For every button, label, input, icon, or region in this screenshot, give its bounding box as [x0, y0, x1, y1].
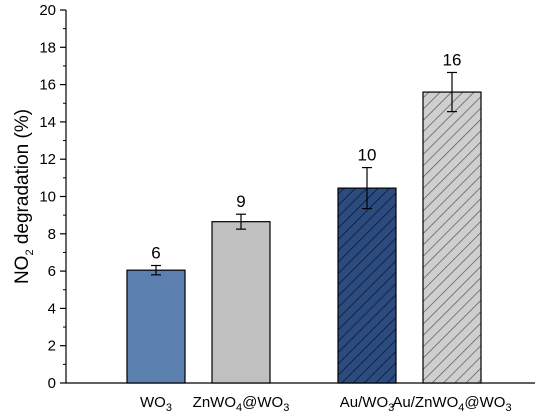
category-label-subscript: 4 [236, 402, 242, 414]
category-label-part: WO [140, 394, 166, 411]
y-tick-label: 20 [39, 2, 56, 19]
y-tick-label: 2 [48, 338, 56, 355]
category-label: Au/ZnWO4@WO3 [392, 394, 511, 414]
category-label: WO3 [140, 394, 172, 414]
category-label: ZnWO4@WO3 [193, 394, 290, 414]
y-axis-title-part: NO [12, 256, 33, 285]
y-tick-label: 8 [48, 226, 56, 243]
y-tick-label: 10 [39, 189, 56, 206]
data-label: 10 [358, 146, 377, 165]
category-label-part: @WO [464, 394, 505, 411]
y-tick-label: 14 [39, 114, 56, 131]
bar [422, 91, 482, 384]
category-label-subscript: 4 [458, 402, 464, 414]
data-label: 16 [443, 50, 462, 69]
y-tick-label: 6 [48, 263, 56, 280]
category-label: Au/WO3 [340, 394, 394, 414]
data-label: 6 [151, 244, 160, 263]
bar [126, 269, 186, 384]
y-tick-label: 18 [39, 39, 56, 56]
bar [337, 187, 397, 384]
bars [126, 71, 482, 384]
y-tick-label: 16 [39, 77, 56, 94]
y-tick-label: 4 [48, 300, 56, 317]
bar [211, 221, 271, 384]
y-axis-title-part: degradation (%) [12, 109, 33, 249]
y-axis-title: NO2 degradation (%) [12, 109, 36, 284]
category-label-part: Au/ZnWO [392, 394, 458, 411]
category-label-subscript: 3 [283, 402, 289, 414]
y-tick-label: 12 [39, 151, 56, 168]
data-label: 9 [236, 192, 245, 211]
y-axis-title-subscript: 2 [24, 249, 36, 255]
category-label-subscript: 3 [505, 402, 511, 414]
category-label-part: @WO [242, 394, 283, 411]
category-label-subscript: 3 [166, 402, 172, 414]
category-label-subscript: 3 [388, 402, 394, 414]
category-label-part: ZnWO [193, 394, 236, 411]
category-label-part: Au/WO [340, 394, 388, 411]
y-tick-label: 0 [48, 375, 56, 392]
